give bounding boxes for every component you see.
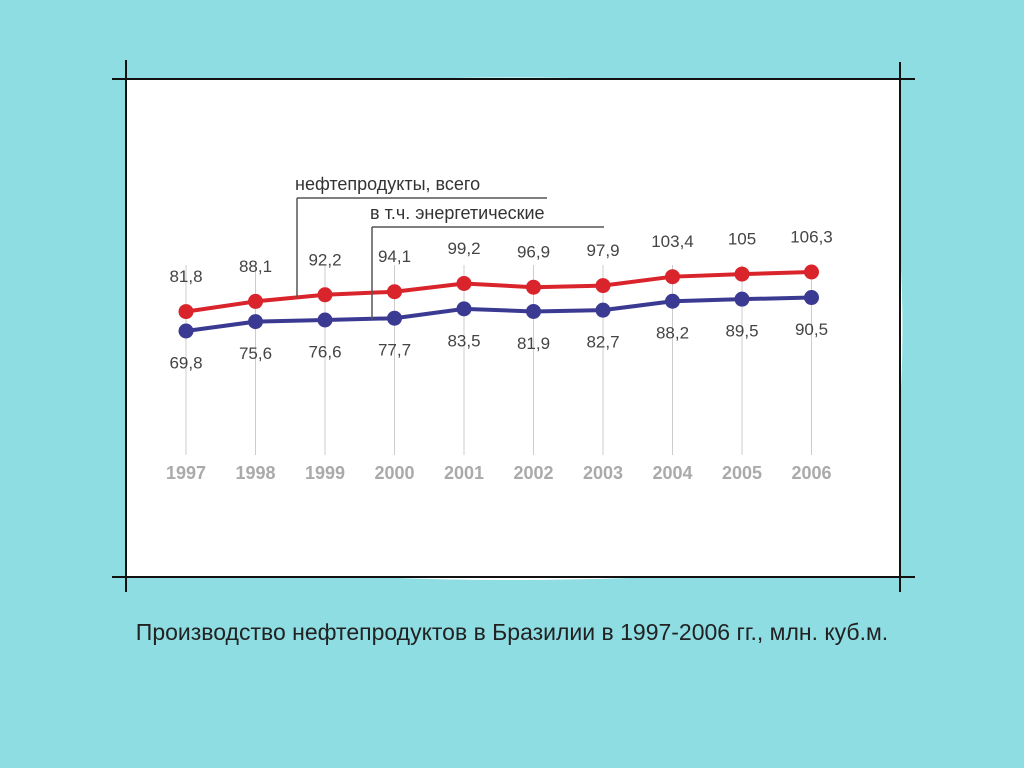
plot: 1997 1998 1999 2000 2001 2002 2003 2004 2005 2006… (166, 174, 833, 483)
point (387, 310, 402, 326)
value-label: 97,9 (586, 241, 619, 260)
series-line (185, 295, 812, 333)
value-label: 94,1 (378, 247, 411, 266)
x-tick-label: 2006 (791, 463, 831, 483)
value-label: 76,6 (308, 342, 341, 361)
chart-title: Производство нефтепродуктов в Бразилии в… (135, 619, 889, 645)
series-line (185, 270, 812, 314)
x-tick-label: 1997 (166, 463, 206, 483)
value-label: 96,9 (517, 243, 550, 262)
x-tick-label: 2000 (374, 463, 414, 483)
x-tick-label: 2005 (722, 463, 762, 483)
x-tick-label: 2001 (444, 463, 484, 483)
value-label: 105 (728, 230, 756, 249)
point (317, 312, 333, 328)
point (734, 291, 750, 307)
x-tick-label: 2004 (652, 463, 692, 483)
point (178, 304, 194, 320)
point (178, 323, 194, 339)
point (804, 264, 819, 280)
value-label: 88,1 (239, 257, 272, 276)
value-label: 99,2 (447, 239, 480, 258)
value-label: 81,9 (517, 334, 550, 353)
point (665, 269, 680, 285)
value-label: 90,5 (795, 320, 828, 339)
value-label: 77,7 (378, 341, 411, 360)
x-tick-label: 2003 (583, 463, 623, 483)
x-tick-label: 1998 (235, 463, 275, 483)
x-tick-label: 2002 (513, 463, 553, 483)
point (804, 290, 819, 306)
point (595, 302, 611, 318)
point (526, 279, 541, 295)
value-label: 81,8 (169, 267, 202, 286)
value-label: 103,4 (651, 232, 694, 251)
x-tick-label: 1999 (305, 463, 345, 483)
point (456, 301, 472, 317)
point (526, 303, 541, 319)
legend-label: в т.ч. энергетические (370, 203, 545, 223)
value-label: 83,5 (447, 331, 480, 350)
point (248, 314, 263, 330)
point (595, 278, 611, 294)
point (734, 266, 750, 282)
panel (126, 79, 900, 577)
value-label: 75,6 (239, 344, 272, 363)
legend-label: нефтепродукты, всего (295, 174, 480, 194)
value-label: 88,2 (656, 324, 689, 343)
value-label: 69,8 (169, 353, 202, 372)
value-label: 106,3 (790, 227, 833, 246)
point (456, 275, 472, 291)
value-label: 92,2 (308, 250, 341, 269)
point (387, 284, 402, 300)
point (317, 287, 333, 303)
value-label: 82,7 (586, 333, 619, 352)
value-label: 89,5 (725, 322, 758, 341)
point (665, 293, 680, 309)
point (248, 293, 263, 309)
